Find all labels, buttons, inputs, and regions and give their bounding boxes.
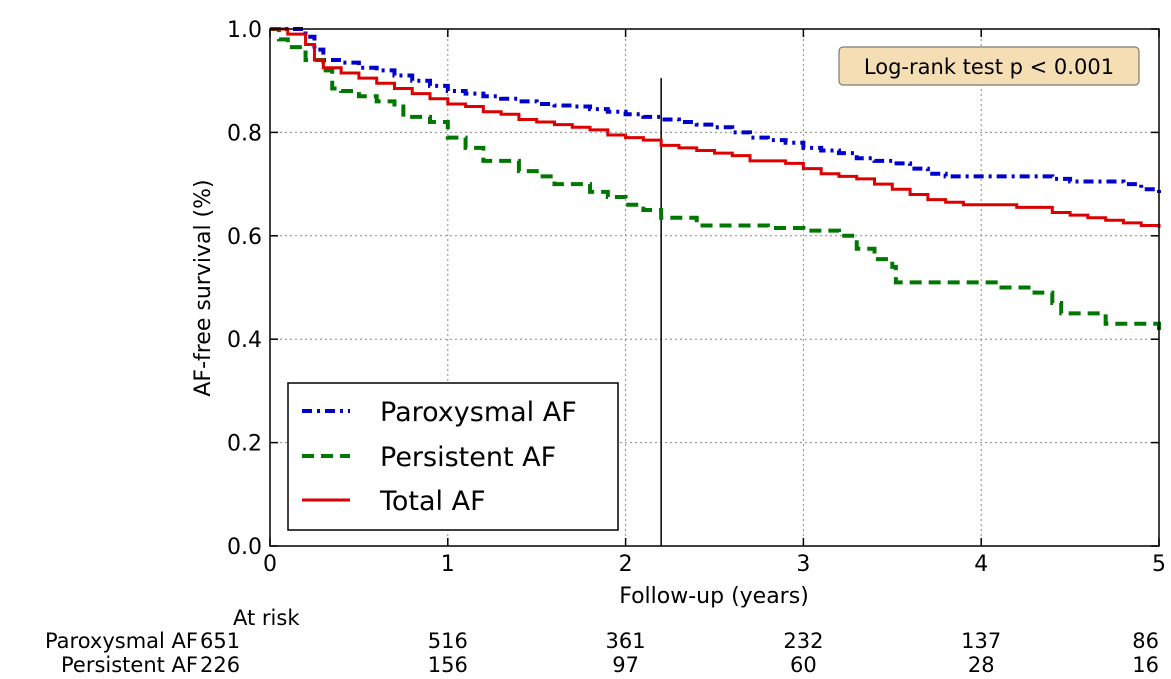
at-risk-row-label-paroxysmal: Paroxysmal AF xyxy=(45,629,198,653)
at-risk-values: 651 516 361 232 137 86 226 156 97 60 28 16 xyxy=(200,629,1159,677)
legend-label-persistent: Persistent AF xyxy=(380,442,556,473)
at-risk-value-0-1: 516 xyxy=(428,629,468,653)
series-line-total-af xyxy=(270,27,1161,229)
at-risk-value-1-3: 60 xyxy=(790,653,817,677)
at-risk-value-1-1: 156 xyxy=(428,653,468,677)
x-tick-label-4: 4 xyxy=(974,552,988,577)
at-risk-value-1-0: 226 xyxy=(200,653,240,677)
at-risk-value-0-2: 361 xyxy=(606,629,646,653)
at-risk-value-1-2: 97 xyxy=(612,653,639,677)
plot-frame xyxy=(269,28,1160,547)
at-risk-row-label-persistent: Persistent AF xyxy=(61,653,198,677)
y-tick-label-3: 0.6 xyxy=(227,225,262,250)
x-tick-label-1: 1 xyxy=(441,552,455,577)
y-tick-label-1: 0.2 xyxy=(227,432,262,457)
y-tick-label-4: 0.8 xyxy=(227,121,262,146)
y-tick-label-5: 1.0 xyxy=(227,18,262,43)
at-risk-value-1-4: 28 xyxy=(968,653,995,677)
at-risk-value-0-4: 137 xyxy=(961,629,1001,653)
series-line-persistent-af xyxy=(270,27,1161,335)
at-risk-table: At risk Paroxysmal AF Persistent AF 651 5… xyxy=(45,606,1159,677)
x-tick-label-3: 3 xyxy=(796,552,810,577)
x-tick-label-2: 2 xyxy=(619,552,633,577)
at-risk-value-0-3: 232 xyxy=(783,629,823,653)
legend-label-paroxysmal: Paroxysmal AF xyxy=(380,397,577,428)
x-axis-label: Follow-up (years) xyxy=(619,584,809,609)
y-tick-label-0: 0.0 xyxy=(227,535,262,560)
series-line-paroxysmal-af xyxy=(270,27,1161,195)
y-tick-label-2: 0.4 xyxy=(227,328,262,353)
at-risk-value-0-5: 86 xyxy=(1132,629,1159,653)
y-axis-label: AF-free survival (%) xyxy=(191,179,216,396)
at-risk-title: At risk xyxy=(233,606,300,630)
annotation-box: Log-rank test p < 0.001 xyxy=(838,46,1140,86)
legend: Paroxysmal AF Persistent AF Total AF xyxy=(287,382,619,531)
x-tick-label-5: 5 xyxy=(1152,552,1166,577)
at-risk-value-0-0: 651 xyxy=(200,629,240,653)
x-tick-label-0: 0 xyxy=(263,552,277,577)
at-risk-value-1-5: 16 xyxy=(1132,653,1159,677)
series-lines xyxy=(270,27,1161,335)
legend-label-total: Total AF xyxy=(379,486,486,517)
axis-ticks: 0 1 2 3 4 5 0.0 0.2 0.4 0.6 0.8 1.0 xyxy=(227,18,1166,577)
annotation-text: Log-rank test p < 0.001 xyxy=(864,55,1114,79)
